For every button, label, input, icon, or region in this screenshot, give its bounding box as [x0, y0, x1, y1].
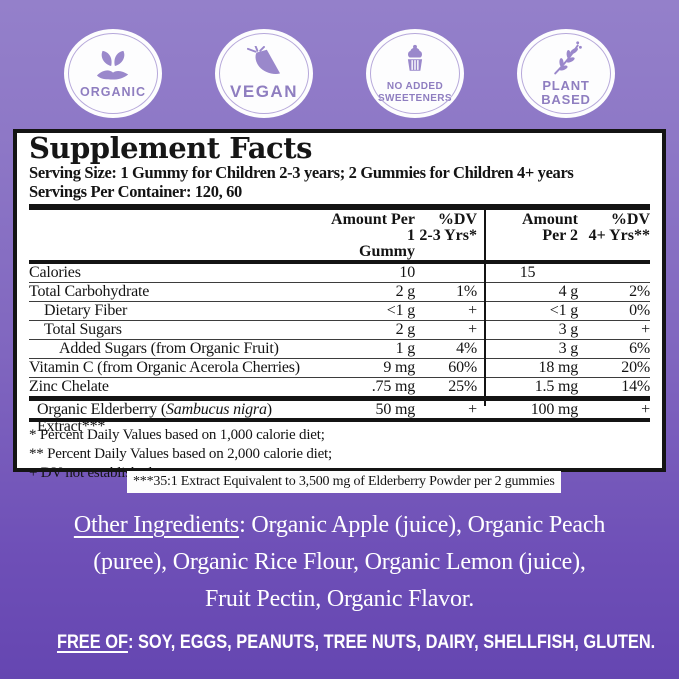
other-ingredients-heading: Other Ingredients	[73, 512, 240, 538]
free-of-heading: FREE OF	[56, 631, 128, 653]
badge-plant-based: PLANT BASED	[517, 29, 615, 118]
badge-plant-based-label: PLANT BASED	[541, 78, 591, 107]
vegan-carrot-icon	[243, 45, 285, 80]
header-amount-per-2: Amount Per 2	[521, 211, 578, 244]
table-row-total-carbohydrate: Total Carbohydrate 2 g 1% 4 g 2%	[29, 283, 650, 302]
footnote-1000-calorie: * Percent Daily Values based on 1,000 ca…	[29, 427, 325, 443]
badge-vegan: VEGAN	[215, 29, 313, 118]
badge-organic-label: ORGANIC	[79, 84, 147, 99]
header-amount-per-1: Amount Per 1 Gummy	[331, 211, 415, 260]
header-dv-4plus: %DV 4+ Yrs**	[588, 211, 650, 244]
extract-equivalence-note: ***35:1 Extract Equivalent to 3,500 mg o…	[127, 471, 561, 493]
plant-based-branch-icon	[546, 41, 586, 77]
table-row-zinc-chelate: Zinc Chelate .75 mg 25% 1.5 mg 14%	[29, 378, 650, 401]
footnotes: * Percent Daily Values based on 1,000 ca…	[29, 426, 650, 483]
servings-per-container: Servings Per Container: 120, 60	[29, 182, 242, 201]
badge-row: ORGANIC VEGAN NO ADDED SW	[0, 29, 679, 118]
badge-no-added-sweeteners-label: NO ADDED SWEETENERS	[377, 81, 452, 104]
table-row-total-sugars: Total Sugars 2 g + 3 g +	[29, 321, 650, 340]
thick-rule	[29, 204, 650, 210]
table-row-added-sugars: Added Sugars (from Organic Fruit) 1 g 4%…	[29, 340, 650, 359]
table-header-row: Amount Per 1 Gummy %DV 2-3 Yrs* Amount P…	[29, 210, 650, 264]
other-ingredients: Other Ingredients: Organic Apple (juice)…	[0, 507, 679, 618]
table-row-vitamin-c: Vitamin C (from Organic Acerola Cherries…	[29, 359, 650, 378]
no-added-sweeteners-cupcake-icon	[399, 43, 431, 79]
panel-title: Supplement Facts	[29, 131, 312, 165]
serving-size: Serving Size: 1 Gummy for Children 2-3 y…	[29, 163, 574, 182]
footnote-2000-calorie: ** Percent Daily Values based on 2,000 c…	[29, 446, 332, 462]
badge-no-added-sweeteners: NO ADDED SWEETENERS	[366, 29, 464, 118]
supplement-facts-panel: Supplement Facts Serving Size: 1 Gummy f…	[13, 129, 666, 481]
header-dv-2-3: %DV 2-3 Yrs*	[419, 211, 477, 244]
footnote-dv-not-established: + DV not established.	[29, 465, 156, 481]
header-spacer	[29, 212, 330, 260]
free-of-list: : SOY, EGGS, PEANUTS, TREE NUTS, DAIRY, …	[127, 631, 656, 653]
organic-hand-leaves-icon	[92, 49, 134, 83]
table-row-elderberry-extract: Organic Elderberry (Sambucus nigra) Extr…	[29, 401, 650, 435]
badge-vegan-label: VEGAN	[230, 81, 298, 101]
badge-organic: ORGANIC	[64, 29, 162, 118]
column-divider	[484, 210, 486, 406]
free-of-line: FREE OF: SOY, EGGS, PEANUTS, TREE NUTS, …	[0, 631, 679, 654]
other-ingredients-list: : Organic Apple (juice), Organic Peach (…	[93, 512, 606, 612]
table-row-calories: Calories 10 15	[29, 264, 650, 283]
table-row-dietary-fiber: Dietary Fiber <1 g + <1 g 0%	[29, 302, 650, 321]
latin-name-italic: Sambucus nigra	[165, 401, 267, 418]
